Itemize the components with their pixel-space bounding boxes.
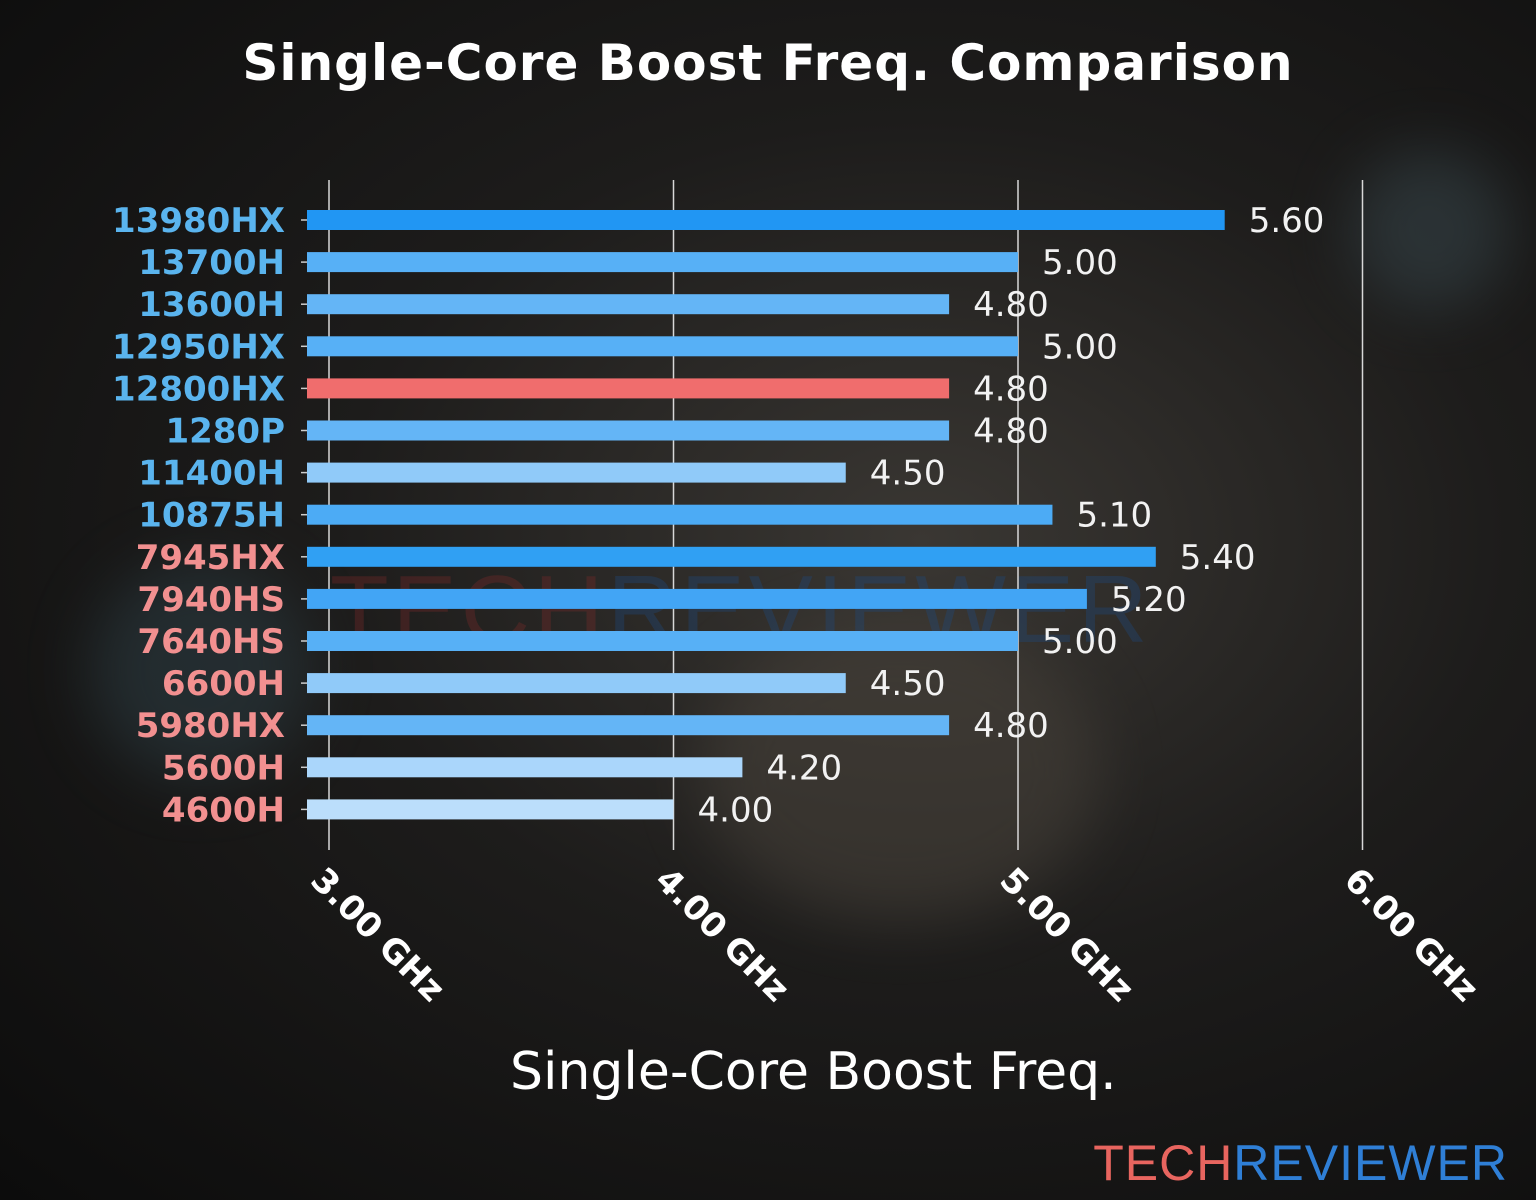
- background-blur: [1350, 150, 1510, 310]
- bar: [307, 336, 1018, 357]
- data-label: 4.80: [973, 412, 1049, 452]
- bar: [307, 252, 1018, 273]
- bar: [307, 546, 1156, 567]
- bar: [307, 715, 950, 736]
- y-tick-label: 12950HX: [112, 327, 285, 367]
- bar: [307, 462, 846, 483]
- bar: [307, 504, 1053, 525]
- background-blur: [90, 560, 310, 780]
- x-tick-label: 5.00 GHz: [992, 860, 1142, 1010]
- data-label: 5.40: [1180, 538, 1256, 578]
- chart-title: Single-Core Boost Freq. Comparison: [242, 34, 1294, 92]
- bar: [307, 799, 674, 820]
- data-label: 4.50: [870, 454, 946, 494]
- background-blur: [700, 620, 1100, 920]
- data-label: 4.80: [973, 369, 1049, 409]
- logo-tech: TECH: [1093, 1135, 1234, 1191]
- y-tick-label: 1280P: [165, 412, 285, 452]
- data-label: 4.00: [698, 790, 774, 830]
- data-label: 4.80: [973, 285, 1049, 325]
- y-tick-label: 5600H: [162, 748, 285, 788]
- data-label: 5.60: [1249, 201, 1325, 241]
- y-tick-label: 13600H: [138, 285, 285, 325]
- y-tick-label: 13980HX: [112, 201, 285, 241]
- y-tick-label: 7640HS: [137, 622, 285, 662]
- bar: [307, 210, 1225, 230]
- y-tick-label: 4600H: [162, 790, 285, 830]
- y-tick-label: 7940HS: [137, 580, 285, 620]
- bar: [307, 588, 1087, 609]
- bar: [307, 757, 743, 778]
- y-tick-label: 12800HX: [112, 369, 285, 409]
- bar: [307, 378, 950, 399]
- bar: [307, 294, 950, 315]
- x-tick-label: 6.00 GHz: [1336, 860, 1486, 1010]
- y-tick-label: 13700H: [138, 243, 285, 283]
- data-label: 5.00: [1042, 622, 1118, 662]
- y-tick-label: 5980HX: [136, 706, 285, 746]
- x-tick-label: 3.00 GHz: [303, 860, 453, 1010]
- data-label: 4.20: [766, 748, 842, 788]
- data-label: 4.80: [973, 706, 1049, 746]
- logo: TECHREVIEWER: [1093, 1134, 1508, 1192]
- y-tick-label: 10875H: [138, 496, 285, 536]
- x-tick-label: 4.00 GHz: [647, 860, 797, 1010]
- data-label: 4.50: [870, 664, 946, 704]
- data-label: 5.20: [1111, 580, 1187, 620]
- data-label: 5.00: [1042, 327, 1118, 367]
- data-label: 5.00: [1042, 243, 1118, 283]
- bar: [307, 631, 1018, 651]
- logo-reviewer: REVIEWER: [1233, 1135, 1508, 1191]
- y-tick-label: 7945HX: [136, 538, 285, 578]
- y-tick-label: 11400H: [138, 454, 285, 494]
- bar: [307, 420, 950, 441]
- bar: [307, 673, 846, 694]
- y-tick-label: 6600H: [162, 664, 285, 704]
- x-axis-label: Single-Core Boost Freq.: [510, 1042, 1117, 1102]
- data-label: 5.10: [1076, 496, 1152, 536]
